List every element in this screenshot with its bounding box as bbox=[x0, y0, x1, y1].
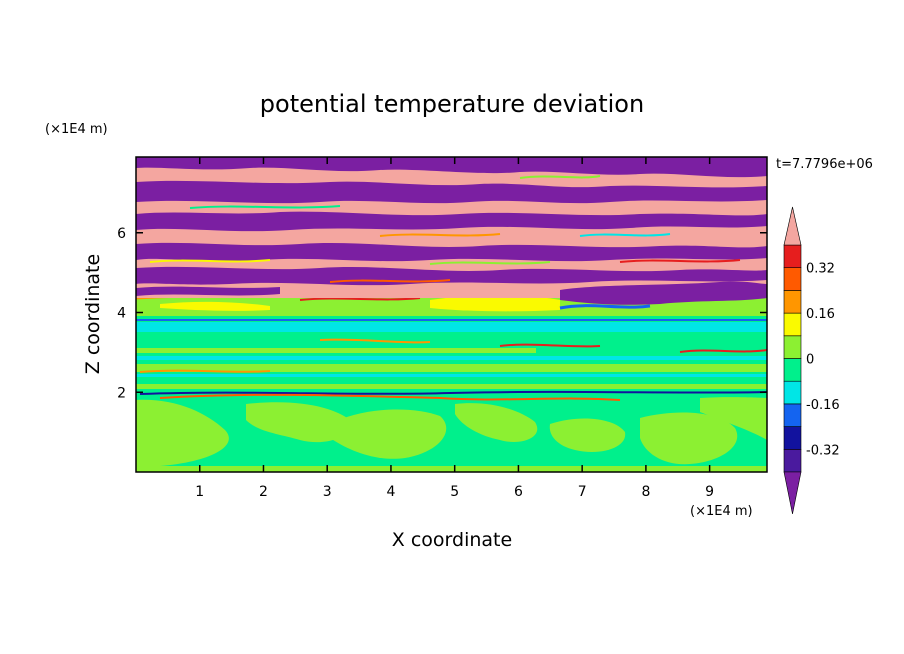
field-warm-streak bbox=[499, 343, 601, 348]
colorbar-swatch bbox=[783, 312, 802, 337]
x-tick-label: 2 bbox=[259, 484, 268, 500]
field-streak bbox=[379, 233, 501, 237]
y-axis-label: Z coordinate bbox=[82, 254, 104, 374]
field-warm-streak bbox=[679, 349, 767, 353]
field-streak bbox=[189, 205, 341, 209]
colorbar: 0.32 0.16 0 -0.16 -0.32 bbox=[783, 206, 840, 515]
field-streak bbox=[329, 279, 451, 283]
field-lime-patch bbox=[330, 409, 447, 459]
field-lime-patch bbox=[455, 403, 538, 442]
field-warm-streak bbox=[159, 393, 621, 401]
field-cyan-band bbox=[136, 322, 767, 332]
field-blue-line bbox=[139, 390, 767, 395]
field-yellow-patch bbox=[160, 301, 270, 311]
x-axis: 1 2 3 4 5 6 7 8 9 bbox=[195, 157, 714, 500]
x-axis-label: X coordinate bbox=[392, 529, 512, 551]
x-tick-label: 3 bbox=[323, 484, 332, 500]
field-purple-band bbox=[136, 211, 767, 232]
field-streak bbox=[579, 233, 671, 237]
field-purple-band bbox=[136, 286, 280, 296]
field-lime-band bbox=[136, 348, 536, 353]
field-lime-patch bbox=[549, 418, 626, 452]
field-streak bbox=[519, 175, 601, 179]
colorbar-swatch bbox=[783, 358, 802, 382]
field-cyan-band bbox=[136, 356, 767, 360]
time-label: t=7.7796e+06 bbox=[776, 157, 873, 172]
y-axis: 2 4 6 bbox=[117, 226, 767, 401]
field-lime-patch bbox=[640, 412, 738, 465]
colorbar-tick-label: -0.32 bbox=[806, 443, 840, 458]
x-tick-label: 8 bbox=[641, 484, 650, 500]
field-warm-streak bbox=[139, 369, 271, 373]
colorbar-swatch bbox=[783, 267, 802, 291]
colorbar-swatch bbox=[783, 335, 802, 359]
field-blue-streak bbox=[559, 304, 651, 310]
colorbar-swatch bbox=[783, 426, 802, 450]
colorbar-over-arrow bbox=[783, 206, 802, 246]
field-lime-patch bbox=[136, 466, 767, 472]
y-unit-label: (×1E4 m) bbox=[45, 122, 108, 137]
field-lime-band bbox=[136, 364, 767, 372]
y-tick-label: 4 bbox=[117, 306, 126, 322]
colorbar-swatch bbox=[783, 244, 802, 269]
field-purple-band bbox=[136, 266, 767, 286]
x-tick-label: 1 bbox=[195, 484, 204, 500]
field-yellow-patch bbox=[430, 295, 560, 312]
field-streak bbox=[619, 259, 741, 263]
colorbar-tick-label: -0.16 bbox=[806, 398, 840, 413]
x-tick-label: 9 bbox=[705, 484, 714, 500]
field-streak bbox=[149, 259, 271, 263]
field-purple-band bbox=[136, 157, 767, 178]
colorbar-tick-label: 0.16 bbox=[806, 307, 835, 322]
colorbar-tick-label: 0.32 bbox=[806, 262, 835, 277]
plot-field bbox=[136, 157, 767, 472]
field-streak bbox=[429, 261, 551, 265]
field-red-streak bbox=[299, 297, 421, 301]
x-tick-label: 7 bbox=[578, 484, 587, 500]
x-tick-label: 5 bbox=[450, 484, 459, 500]
colorbar-tick-label: 0 bbox=[806, 353, 814, 368]
colorbar-swatch bbox=[783, 290, 802, 314]
colorbar-swatch bbox=[783, 380, 802, 405]
colorbar-swatch bbox=[783, 448, 802, 473]
field-lime-patch bbox=[136, 399, 229, 468]
field-lime-band bbox=[136, 384, 767, 389]
field-warm-streak bbox=[319, 338, 431, 344]
x-tick-label: 4 bbox=[386, 484, 395, 500]
field-purple-band bbox=[136, 242, 767, 262]
colorbar-swatch bbox=[783, 403, 802, 427]
y-tick-label: 6 bbox=[117, 226, 126, 242]
colorbar-under-arrow bbox=[783, 471, 802, 515]
field-blue-line bbox=[136, 319, 767, 321]
plot-frame bbox=[135, 156, 768, 473]
x-tick-label: 6 bbox=[514, 484, 523, 500]
field-lime-patch bbox=[700, 397, 767, 440]
field-cyan-band bbox=[136, 374, 767, 377]
chart-title: potential temperature deviation bbox=[260, 90, 644, 118]
field-purple-band bbox=[136, 180, 767, 204]
x-unit-label: (×1E4 m) bbox=[690, 504, 753, 519]
field-purple-band bbox=[560, 281, 767, 305]
y-tick-label: 2 bbox=[117, 385, 126, 401]
field-lime-patch bbox=[246, 402, 352, 443]
